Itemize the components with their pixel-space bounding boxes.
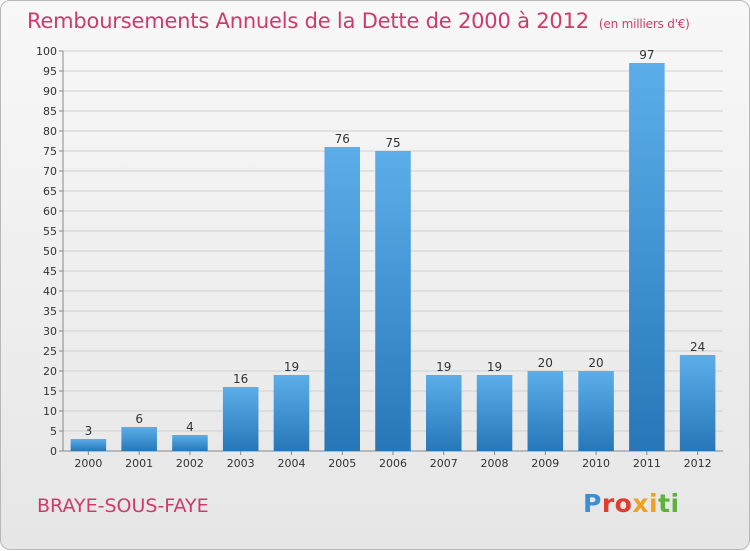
logo-letter: i (670, 489, 680, 518)
bar (324, 147, 360, 451)
y-tick-label: 45 (43, 265, 57, 278)
y-tick-label: 35 (43, 305, 57, 318)
y-tick-label: 25 (43, 345, 57, 358)
logo-letter: t (658, 489, 671, 518)
bar-value-label: 19 (436, 360, 451, 374)
x-tick-label: 2009 (531, 457, 559, 470)
y-tick-label: 50 (43, 245, 57, 258)
bar-value-label: 16 (233, 372, 248, 386)
y-tick-label: 5 (50, 425, 57, 438)
bar (426, 375, 462, 451)
bar-value-label: 19 (284, 360, 299, 374)
bar-value-label: 20 (538, 356, 553, 370)
chart-title: Remboursements Annuels de la Dette de 20… (27, 9, 690, 33)
bar-value-label: 97 (639, 48, 654, 62)
bar-value-label: 6 (135, 412, 143, 426)
chart-unit: (en milliers d'€) (598, 17, 690, 31)
x-tick-label: 2002 (176, 457, 204, 470)
x-tick-label: 2010 (582, 457, 610, 470)
bar (222, 387, 259, 451)
y-tick-label: 65 (43, 185, 57, 198)
bar (121, 427, 157, 451)
bar-value-label: 3 (85, 424, 93, 438)
y-tick-label: 80 (43, 125, 57, 138)
y-tick-label: 55 (43, 225, 57, 238)
bar (172, 435, 208, 451)
y-tick-label: 30 (43, 325, 57, 338)
bar (578, 371, 614, 451)
logo-letter: P (583, 489, 602, 518)
logo-letter: x (632, 489, 649, 518)
logo-letter: i (649, 489, 659, 518)
y-tick-label: 95 (43, 65, 57, 78)
commune-name: BRAYE-SOUS-FAYE (37, 495, 209, 517)
bar (476, 375, 513, 451)
bar-value-label: 20 (588, 356, 603, 370)
logo-letter: o (614, 489, 633, 518)
bar-value-label: 4 (186, 420, 194, 434)
bar (679, 355, 716, 451)
bar-value-label: 19 (487, 360, 502, 374)
proxiti-logo[interactable]: Proxiti (583, 489, 680, 518)
y-tick-label: 10 (43, 405, 57, 418)
logo-letter: r (601, 489, 615, 518)
x-tick-label: 2003 (227, 457, 255, 470)
y-tick-label: 85 (43, 105, 57, 118)
y-tick-label: 70 (43, 165, 57, 178)
y-tick-label: 0 (50, 445, 57, 458)
y-tick-label: 60 (43, 205, 57, 218)
x-tick-label: 2008 (481, 457, 509, 470)
y-tick-label: 40 (43, 285, 57, 298)
bar-value-label: 76 (335, 132, 350, 146)
y-tick-label: 100 (36, 45, 57, 58)
bar (375, 151, 411, 451)
x-tick-label: 2000 (74, 457, 102, 470)
x-tick-label: 2005 (328, 457, 356, 470)
bar-value-label: 24 (690, 340, 705, 354)
y-tick-label: 15 (43, 385, 57, 398)
bar-value-label: 75 (385, 136, 400, 150)
bar (527, 371, 564, 451)
chart-title-text: Remboursements Annuels de la Dette de 20… (27, 9, 589, 33)
x-tick-label: 2011 (633, 457, 661, 470)
y-tick-label: 75 (43, 145, 57, 158)
bars (70, 63, 716, 451)
labels: 0 5 10 15 20 25 30 35 40 45 50 55 60 65 70 75 80 85 90 95 10… (36, 45, 712, 470)
bar (70, 439, 107, 451)
x-tick-label: 2001 (125, 457, 153, 470)
x-tick-label: 2007 (430, 457, 458, 470)
x-tick-label: 2006 (379, 457, 407, 470)
y-tick-label: 90 (43, 85, 57, 98)
y-tick-label: 20 (43, 365, 57, 378)
bar (273, 375, 310, 451)
bar (629, 63, 665, 451)
x-tick-label: 2012 (684, 457, 712, 470)
x-tick-label: 2004 (277, 457, 305, 470)
